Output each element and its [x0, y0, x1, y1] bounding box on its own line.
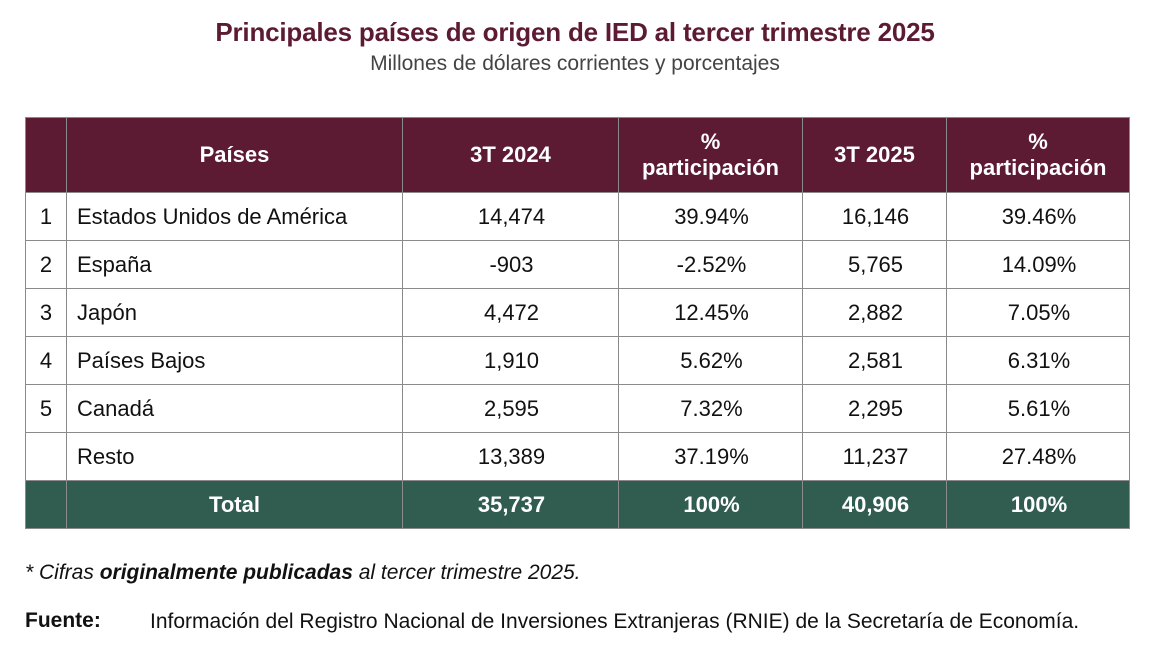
table-header-row: Países 3T 2024 % participación 3T 2025 % p… [25, 117, 1130, 193]
header-3t-2025: 3T 2025 [802, 117, 947, 193]
value-2024-cell: 2,595 [402, 384, 619, 433]
header-pct-symbol: % [1028, 129, 1048, 154]
pct-2025-cell: 6.31% [946, 336, 1130, 385]
rank-cell [25, 432, 67, 481]
footnote-suffix: al tercer trimestre 2025. [352, 561, 581, 584]
pct-2025-cell: 14.09% [946, 240, 1130, 289]
country-cell: Japón [66, 288, 403, 337]
pct-2024-cell: 5.62% [618, 336, 803, 385]
rank-cell: 4 [25, 336, 67, 385]
value-2025-cell: 2,581 [802, 336, 947, 385]
pct-2024-cell: 39.94% [618, 192, 803, 241]
header-3t-2024: 3T 2024 [402, 117, 619, 193]
page-title: Principales países de origen de IED al t… [215, 17, 935, 47]
fdi-table: Países 3T 2024 % participación 3T 2025 % p… [25, 117, 1130, 529]
header-countries: Países [66, 117, 403, 193]
rank-cell: 5 [25, 384, 67, 433]
footnote-prefix: * Cifras [25, 561, 100, 584]
total-value-2024: 35,737 [402, 480, 619, 529]
value-2024-cell: 14,474 [402, 192, 619, 241]
value-2024-cell: 13,389 [402, 432, 619, 481]
value-2025-cell: 11,237 [802, 432, 947, 481]
table-row: 5 Canadá 2,595 7.32% 2,295 5.61% [25, 384, 1130, 433]
value-2025-cell: 2,295 [802, 384, 947, 433]
table-row: 2 España -903 -2.52% 5,765 14.09% [25, 240, 1130, 289]
rank-cell: 2 [25, 240, 67, 289]
total-pct-2025: 100% [946, 480, 1130, 529]
total-rank-cell [25, 480, 67, 529]
header-rank [25, 117, 67, 193]
country-cell: Resto [66, 432, 403, 481]
total-row: Total 35,737 100% 40,906 100% [25, 480, 1130, 529]
table-row: 3 Japón 4,472 12.45% 2,882 7.05% [25, 288, 1130, 337]
page-subtitle: Millones de dólares corrientes y porcent… [370, 52, 780, 75]
country-cell: Países Bajos [66, 336, 403, 385]
pct-2024-cell: 7.32% [618, 384, 803, 433]
total-label: Total [66, 480, 403, 529]
value-2024-cell: 1,910 [402, 336, 619, 385]
pct-2024-cell: 37.19% [618, 432, 803, 481]
rank-cell: 1 [25, 192, 67, 241]
header-pct-symbol: % [700, 129, 721, 154]
source-text: Información del Registro Nacional de Inv… [150, 610, 1080, 633]
rank-cell: 3 [25, 288, 67, 337]
country-cell: Canadá [66, 384, 403, 433]
country-cell: España [66, 240, 403, 289]
footnote-emphasis: originalmente publicadas [99, 561, 353, 584]
header-pct-word: participación [642, 155, 779, 180]
value-2025-cell: 2,882 [802, 288, 947, 337]
pct-2025-cell: 7.05% [946, 288, 1130, 337]
header-pct-word: participación [969, 155, 1107, 180]
value-2025-cell: 5,765 [802, 240, 947, 289]
header-pct-2024: % participación [618, 117, 803, 193]
pct-2024-cell: 12.45% [618, 288, 803, 337]
pct-2025-cell: 39.46% [946, 192, 1130, 241]
country-cell: Estados Unidos de América [66, 192, 403, 241]
value-2024-cell: 4,472 [402, 288, 619, 337]
value-2025-cell: 16,146 [802, 192, 947, 241]
table-row: 1 Estados Unidos de América 14,474 39.94… [25, 192, 1130, 241]
header-pct-2025: % participación [946, 117, 1130, 193]
footnote: * Cifras originalmente publicadas al ter… [25, 561, 581, 585]
table-row: 4 Países Bajos 1,910 5.62% 2,581 6.31% [25, 336, 1130, 385]
value-2024-cell: -903 [402, 240, 619, 289]
table-row: Resto 13,389 37.19% 11,237 27.48% [25, 432, 1130, 481]
total-value-2025: 40,906 [802, 480, 947, 529]
pct-2025-cell: 5.61% [946, 384, 1130, 433]
pct-2024-cell: -2.52% [618, 240, 803, 289]
source-label: Fuente: [25, 609, 101, 632]
total-pct-2024: 100% [618, 480, 803, 529]
pct-2025-cell: 27.48% [946, 432, 1130, 481]
